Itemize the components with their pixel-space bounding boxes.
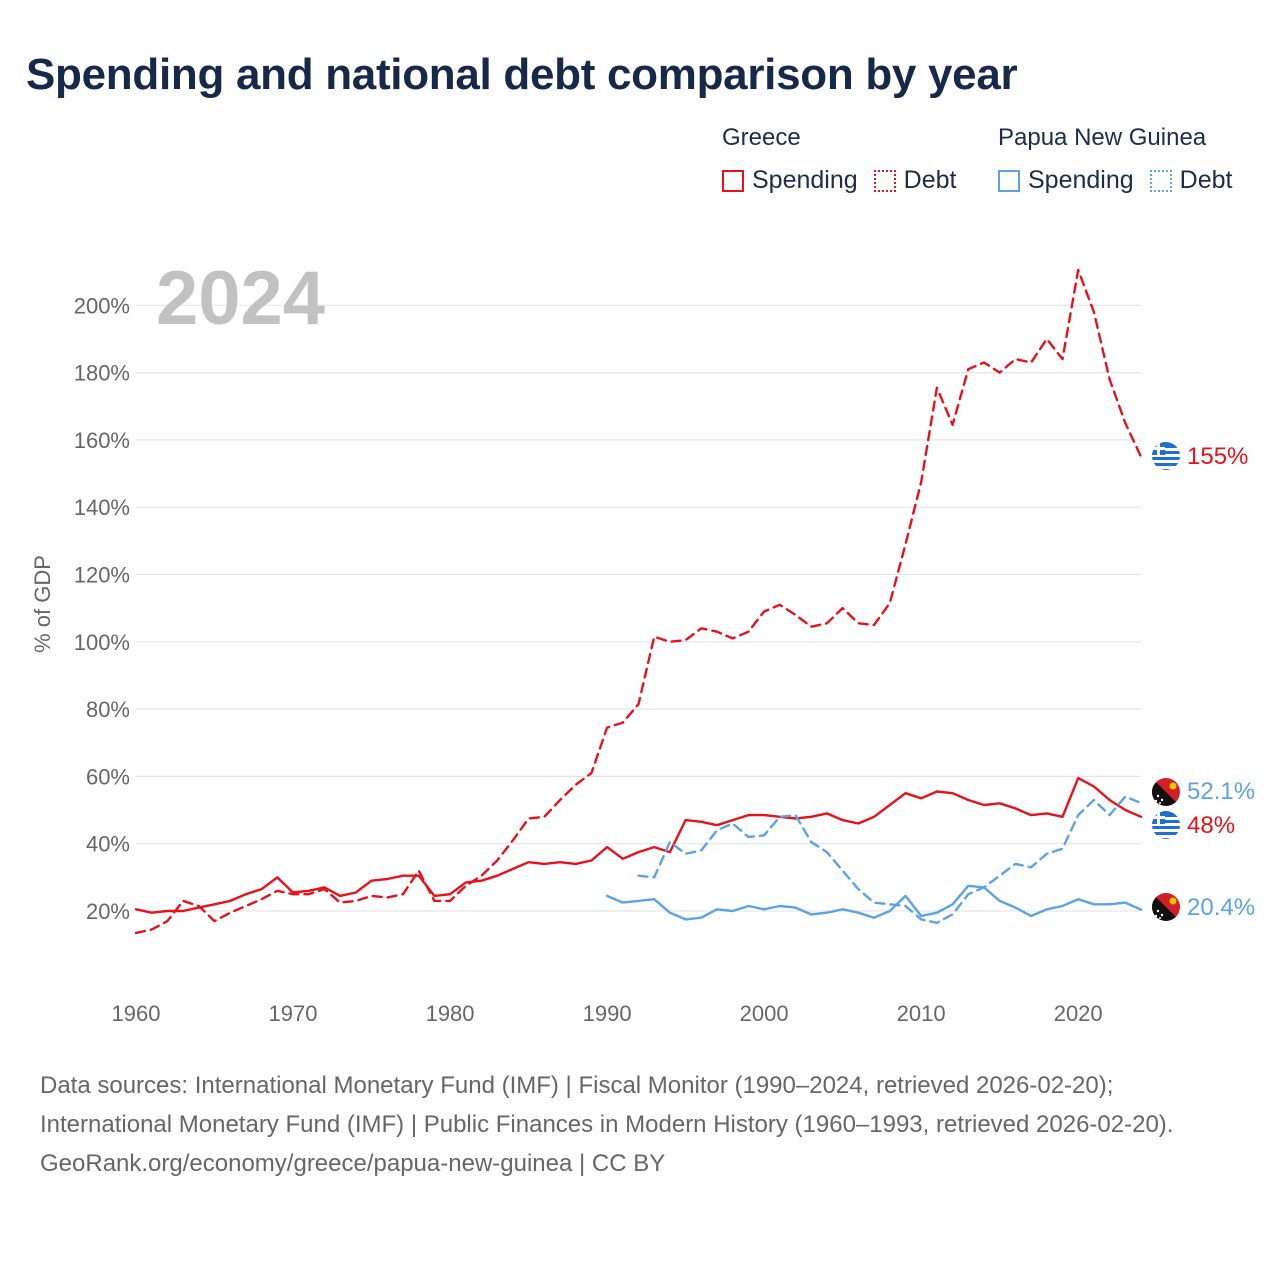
x-tick-label: 2020 <box>1054 1001 1103 1026</box>
x-tick-label: 1970 <box>269 1001 318 1026</box>
y-tick-label: 80% <box>86 697 130 722</box>
x-tick-label: 1960 <box>112 1001 161 1026</box>
series-line-papua-new-guinea-spending[interactable] <box>605 884 1143 921</box>
legend-label: Spending <box>752 166 858 194</box>
greece-flag-icon <box>1152 442 1180 470</box>
series-line-greece-spending[interactable] <box>134 776 1143 914</box>
end-label-png-debt: 52.1% <box>1187 778 1255 805</box>
y-tick-label: 160% <box>74 428 130 453</box>
y-axis-label: % of GDP <box>30 555 55 653</box>
legend-label: Debt <box>1179 166 1233 194</box>
y-tick-label: 180% <box>74 361 130 386</box>
legend-greece-spending[interactable]: Spending <box>722 166 858 195</box>
x-tick-label: 1990 <box>583 1001 632 1026</box>
footer: Data sources: International Monetary Fun… <box>40 1066 1240 1183</box>
legend-greece-debt[interactable]: Debt <box>873 166 957 195</box>
x-tick-label: 2000 <box>740 1001 789 1026</box>
legend-greece: Greece Spending Debt <box>722 124 972 195</box>
png-flag-icon <box>1152 893 1180 921</box>
legend-country-png: Papua New Guinea <box>998 124 1207 151</box>
y-tick-label: 140% <box>74 495 130 520</box>
data-sources: Data sources: International Monetary Fun… <box>40 1072 1174 1138</box>
y-tick-label: 200% <box>74 293 130 318</box>
dotted-swatch-icon <box>1149 169 1172 192</box>
end-label-greece-debt: 155% <box>1187 443 1248 470</box>
x-tick-label: 2010 <box>897 1001 946 1026</box>
y-tick-label: 60% <box>86 764 130 789</box>
legend-label: Spending <box>1028 166 1134 194</box>
x-tick-label: 1980 <box>426 1001 475 1026</box>
end-label-png-spending: 20.4% <box>1187 894 1255 921</box>
dotted-swatch-icon <box>873 169 896 192</box>
line-chart: 2024 % of GDP 20% 40% 60% 80% 100% 120% 140% 16… <box>30 256 1255 1026</box>
y-tick-label: 100% <box>74 630 130 655</box>
png-flag-icon <box>1152 778 1180 806</box>
solid-swatch-icon <box>998 169 1020 192</box>
legend-country-greece: Greece <box>722 124 801 151</box>
series-line-greece-debt[interactable] <box>134 268 1143 935</box>
legend-png: Papua New Guinea Spending Debt <box>998 124 1248 195</box>
y-tick-label: 40% <box>86 832 130 857</box>
year-watermark: 2024 <box>156 256 325 341</box>
legend-png-debt[interactable]: Debt <box>1149 166 1233 195</box>
solid-swatch-icon <box>722 169 744 192</box>
end-label-greece-spending: 48% <box>1187 812 1235 839</box>
greece-flag-icon <box>1152 811 1180 839</box>
legend-png-spending[interactable]: Spending <box>998 166 1134 195</box>
chart-title: Spending and national debt comparison by… <box>26 50 1018 99</box>
legend-label: Debt <box>903 166 957 194</box>
y-tick-label: 120% <box>74 563 130 588</box>
y-tick-label: 20% <box>86 899 130 924</box>
series-line-papua-new-guinea-debt[interactable] <box>637 795 1143 924</box>
credit-line[interactable]: GeoRank.org/economy/greece/papua-new-gui… <box>40 1150 666 1177</box>
